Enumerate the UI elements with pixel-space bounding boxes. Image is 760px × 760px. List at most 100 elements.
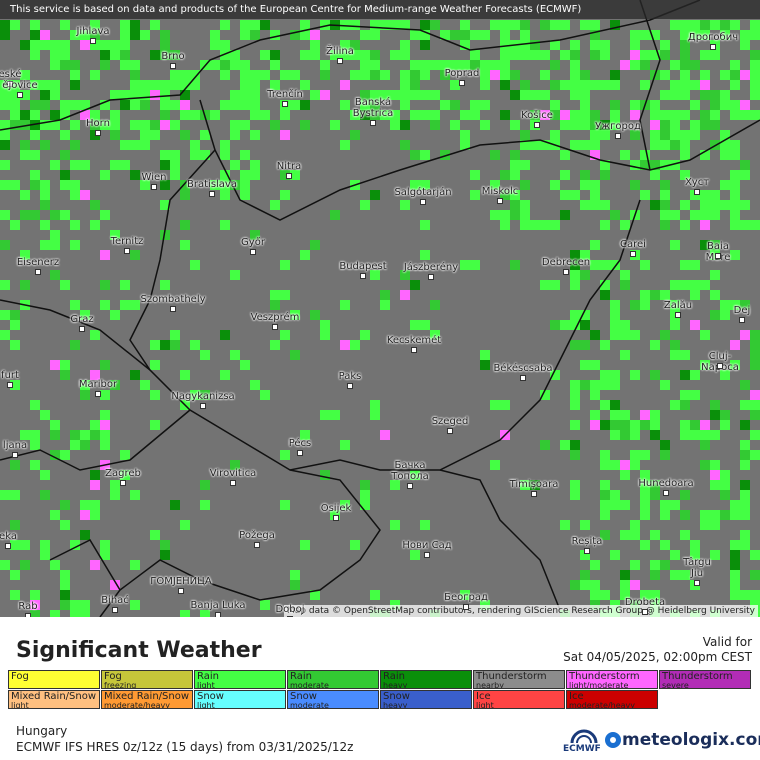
precip-cell <box>150 340 160 350</box>
precip-cell <box>560 210 570 220</box>
precip-cell <box>330 120 340 130</box>
precip-cell <box>50 80 60 90</box>
precip-cell <box>500 170 510 180</box>
precip-cell <box>380 430 390 440</box>
precip-cell <box>80 110 90 120</box>
precip-cell <box>570 40 580 50</box>
precip-cell <box>420 180 430 190</box>
precip-cell <box>660 130 670 140</box>
precip-cell <box>180 130 190 140</box>
precip-cell <box>40 120 50 130</box>
precip-cell <box>350 110 360 120</box>
precip-cell <box>550 60 560 70</box>
precip-cell <box>520 90 530 100</box>
precip-cell <box>410 110 420 120</box>
precip-cell <box>540 220 550 230</box>
precip-cell <box>590 40 600 50</box>
legend-sub: heavy <box>383 681 408 689</box>
city-dot <box>739 317 745 323</box>
city-label: Banská Bystrica <box>352 97 394 119</box>
legend-item: Ice moderate/heavy <box>566 690 658 709</box>
precip-cell <box>570 490 580 500</box>
precip-cell <box>740 220 750 230</box>
precip-cell <box>0 240 10 250</box>
precip-cell <box>90 330 100 340</box>
legend-name: Mixed Rain/Snow <box>11 691 97 702</box>
city-dot <box>584 548 590 554</box>
precip-cell <box>400 140 410 150</box>
precip-cell <box>370 90 380 100</box>
precip-cell <box>500 20 510 30</box>
precip-cell <box>650 110 660 120</box>
brand: meteologix.com <box>622 730 760 750</box>
border <box>129 149 641 471</box>
precip-cell <box>130 600 140 610</box>
precip-cell <box>600 170 610 180</box>
precip-cell <box>0 20 10 30</box>
precip-cell <box>50 560 60 570</box>
precip-cell <box>170 340 180 350</box>
precip-cell <box>30 20 40 30</box>
precip-cell <box>60 580 70 590</box>
precip-cell <box>510 20 520 30</box>
precip-cell <box>610 490 620 500</box>
precip-cell <box>660 210 670 220</box>
precip-cell <box>720 140 730 150</box>
precip-cell <box>90 560 100 570</box>
precip-cell <box>220 100 230 110</box>
precip-cell <box>560 110 570 120</box>
precip-cell <box>360 60 370 70</box>
precip-cell <box>140 140 150 150</box>
precip-cell <box>40 90 50 100</box>
city-dot <box>642 609 648 615</box>
precip-cell <box>600 420 610 430</box>
precip-cell <box>570 340 580 350</box>
precip-cell <box>740 170 750 180</box>
precip-cell <box>100 60 110 70</box>
precip-cell <box>360 110 370 120</box>
precip-cell <box>70 340 80 350</box>
precip-cell <box>490 60 500 70</box>
precip-cell <box>630 530 640 540</box>
precip-cell <box>700 210 710 220</box>
precip-cell <box>70 30 80 40</box>
city-dot <box>615 133 621 139</box>
precip-cell <box>350 50 360 60</box>
precip-cell <box>610 400 620 410</box>
precip-cell <box>650 200 660 210</box>
precip-cell <box>380 70 390 80</box>
precip-cell <box>700 360 710 370</box>
precip-cell <box>610 20 620 30</box>
precip-cell <box>80 510 90 520</box>
precip-cell <box>260 50 270 60</box>
precip-cell <box>90 510 100 520</box>
precip-cell <box>650 100 660 110</box>
precip-cell <box>500 110 510 120</box>
precip-cell <box>300 540 310 550</box>
precip-cell <box>660 200 670 210</box>
precip-cell <box>90 480 100 490</box>
precip-cell <box>500 70 510 80</box>
precip-cell <box>210 60 220 70</box>
city-dot <box>12 452 18 458</box>
precip-cell <box>100 420 110 430</box>
precip-cell <box>190 70 200 80</box>
precip-cell <box>100 50 110 60</box>
precip-cell <box>340 340 350 350</box>
city-dot <box>215 612 221 617</box>
city-dot <box>717 363 723 369</box>
precip-cell <box>410 150 420 160</box>
precip-cell <box>570 320 580 330</box>
precip-cell <box>650 160 660 170</box>
precip-cell <box>540 20 550 30</box>
precip-cell <box>250 80 260 90</box>
precip-cell <box>170 50 180 60</box>
precip-cell <box>600 370 610 380</box>
precip-cell <box>510 190 520 200</box>
precip-cell <box>530 110 540 120</box>
precip-cell <box>170 150 180 160</box>
precip-cell <box>240 80 250 90</box>
precip-cell <box>170 120 180 130</box>
precip-cell <box>310 90 320 100</box>
legend-sub: heavy <box>383 701 408 709</box>
